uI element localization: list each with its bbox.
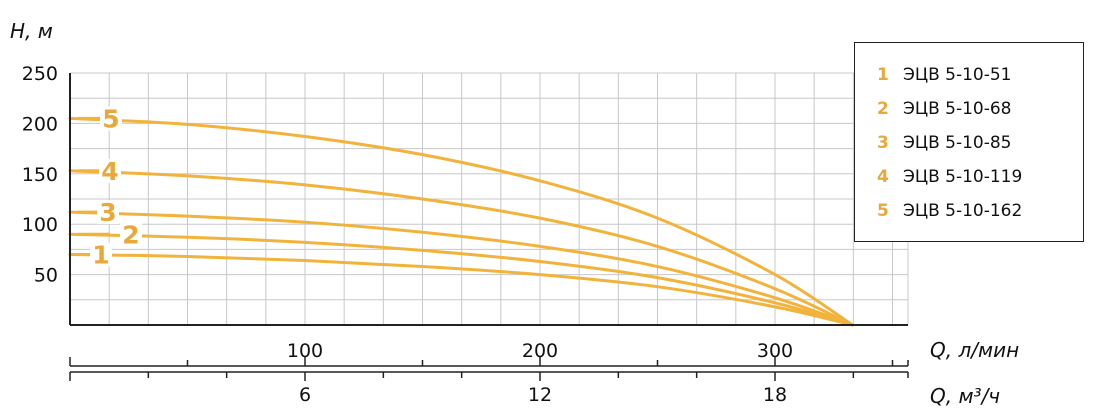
legend-label: ЭЦВ 5-10-162: [903, 201, 1023, 221]
series-line: [68, 252, 855, 327]
x-tick-label-m3h: 18: [763, 384, 787, 406]
legend-marker: 5: [877, 201, 889, 221]
x-tick-label-m3h: 6: [299, 384, 311, 406]
legend-label: ЭЦВ 5-10-68: [903, 99, 1012, 119]
y-tick-label: 250: [22, 63, 58, 85]
series-marker-bg: [120, 222, 142, 247]
y-axis-title: H, м: [10, 19, 53, 43]
x-axis-title-lmin: Q, л/мин: [930, 338, 1019, 362]
x-tick-label-lmin: 100: [287, 340, 323, 362]
legend-label: ЭЦВ 5-10-51: [903, 65, 1012, 85]
legend-item: 1 ЭЦВ 5-10-51: [877, 63, 1011, 87]
series-line: [68, 232, 855, 327]
y-tick-label: 200: [22, 113, 58, 135]
x-axis-title-m3h: Q, м³/ч: [930, 384, 1000, 408]
series-line: [68, 210, 855, 327]
legend: 1 ЭЦВ 5-10-51 2 ЭЦВ 5-10-68 3 ЭЦВ 5-10-8…: [854, 42, 1084, 242]
series-marker-label: 2: [122, 220, 139, 249]
x-tick-label-lmin: 200: [522, 340, 558, 362]
x-tick-label-lmin: 300: [757, 340, 793, 362]
y-tick-label: 50: [34, 265, 58, 287]
y-tick-label: 150: [22, 164, 58, 186]
series-line: [68, 116, 855, 327]
legend-marker: 4: [877, 167, 889, 187]
y-tick-label: 100: [22, 214, 58, 236]
series-marker-bg: [90, 242, 112, 267]
legend-item: 2 ЭЦВ 5-10-68: [877, 97, 1011, 121]
x-tick-label-m3h: 12: [528, 384, 552, 406]
legend-item: 5 ЭЦВ 5-10-162: [877, 199, 1022, 223]
series-marker-label: 4: [101, 157, 118, 186]
series-marker-label: 1: [92, 240, 109, 269]
grid: [70, 72, 909, 325]
legend-marker: 3: [877, 133, 889, 153]
series-marker-label: 5: [102, 104, 119, 133]
series-marker-bg: [100, 106, 122, 131]
legend-item: 4 ЭЦВ 5-10-119: [877, 165, 1022, 189]
legend-item: 3 ЭЦВ 5-10-85: [877, 131, 1011, 155]
legend-label: ЭЦВ 5-10-85: [903, 133, 1012, 153]
series-line: [68, 169, 855, 327]
legend-marker: 1: [877, 65, 889, 85]
axes: [69, 73, 909, 381]
legend-marker: 2: [877, 99, 889, 119]
series-marker-label: 3: [99, 198, 116, 227]
curves: 123 4 5: [68, 104, 855, 327]
tick-labels: 50 100 150 200 250 100 200 300 6 12 18: [22, 63, 793, 406]
legend-label: ЭЦВ 5-10-119: [903, 167, 1023, 187]
series-marker-bg: [97, 200, 119, 225]
series-marker-bg: [99, 158, 121, 183]
